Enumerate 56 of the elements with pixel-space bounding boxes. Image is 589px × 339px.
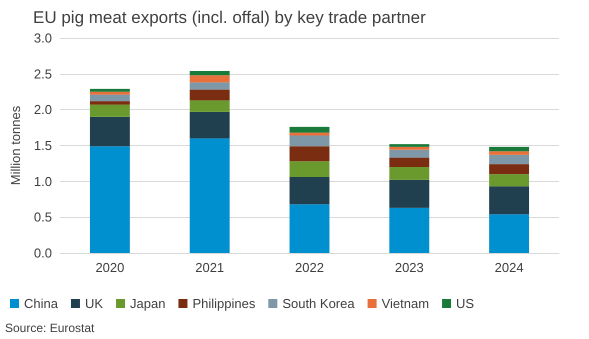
bar <box>90 146 130 253</box>
legend-label: South Korea <box>282 296 356 311</box>
bar <box>489 174 530 186</box>
y-tick-label: 1.0 <box>34 174 52 189</box>
bar <box>489 154 530 164</box>
legend-label: Vietnam <box>382 296 430 311</box>
bar <box>389 167 430 180</box>
legend-label: UK <box>84 296 104 311</box>
bar <box>489 151 530 155</box>
bar <box>190 70 230 76</box>
bar <box>389 158 430 167</box>
bar <box>90 104 130 117</box>
bar <box>389 146 430 150</box>
bar <box>489 214 530 253</box>
bar <box>290 204 330 253</box>
bar <box>290 161 330 178</box>
legend-label: China <box>24 296 59 311</box>
bar <box>489 146 530 152</box>
bar <box>90 94 130 102</box>
bar <box>90 116 130 146</box>
bar <box>190 75 230 82</box>
bar <box>190 90 230 100</box>
bar <box>190 100 230 112</box>
bar <box>389 150 430 158</box>
y-tick-label: 2.0 <box>34 102 52 118</box>
y-axis-title: Million tonnes <box>8 105 23 186</box>
bar <box>190 112 230 138</box>
bar <box>90 101 130 105</box>
bar <box>190 138 230 253</box>
bar <box>290 177 330 204</box>
y-tick-label: 0.0 <box>34 246 52 260</box>
x-tick-label: 2022 <box>295 260 324 275</box>
y-tick-label: 2.5 <box>34 66 52 82</box>
y-tick-label: 0.5 <box>34 210 52 225</box>
y-tick-label: 3.0 <box>34 30 52 46</box>
legend-label: Philippines <box>192 296 256 311</box>
source-note: Source: Eurostat <box>5 321 96 335</box>
bar <box>290 135 330 146</box>
bar <box>90 88 130 92</box>
legend-label: Japan <box>130 296 166 311</box>
x-tick-label: 2024 <box>494 260 524 275</box>
bar <box>290 146 330 162</box>
legend-label: US <box>456 296 474 311</box>
bar <box>389 180 430 208</box>
chart-title: EU pig meat exports (incl. offal) by key trade partner <box>33 8 426 27</box>
x-tick-label: 2023 <box>394 260 424 275</box>
bar <box>389 144 430 147</box>
bar <box>489 186 530 214</box>
bar <box>290 132 330 136</box>
x-tick-label: 2020 <box>95 260 124 275</box>
bar <box>290 126 330 133</box>
bar <box>389 208 430 253</box>
y-tick-label: 1.5 <box>34 138 52 153</box>
x-tick-label: 2021 <box>195 260 224 275</box>
bar <box>489 164 530 174</box>
bar <box>190 82 230 90</box>
